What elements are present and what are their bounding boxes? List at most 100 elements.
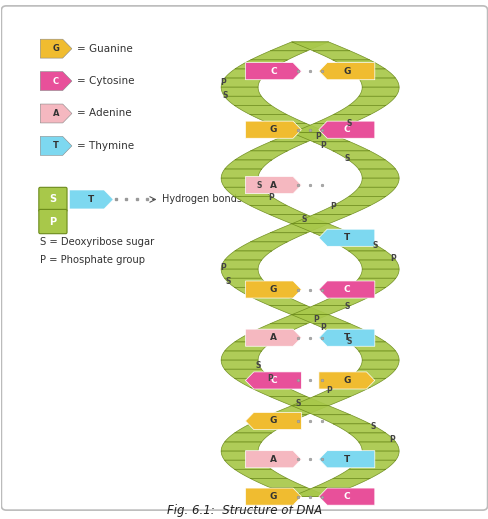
Text: T: T <box>343 333 349 342</box>
Text: S: S <box>346 337 351 346</box>
Polygon shape <box>291 124 350 133</box>
Text: G: G <box>269 416 277 426</box>
Polygon shape <box>348 342 395 351</box>
Text: P: P <box>320 141 325 150</box>
Polygon shape <box>291 224 349 233</box>
Text: S: S <box>256 181 261 190</box>
Text: G: G <box>269 125 277 134</box>
Text: S: S <box>295 399 301 408</box>
Polygon shape <box>224 369 271 378</box>
Text: = Thymine: = Thymine <box>77 141 134 151</box>
Polygon shape <box>245 450 301 468</box>
Text: S: S <box>344 302 349 311</box>
Polygon shape <box>269 306 328 315</box>
Polygon shape <box>221 360 261 369</box>
Polygon shape <box>348 187 395 196</box>
Polygon shape <box>332 333 385 342</box>
Text: S = Deoxyribose sugar: S = Deoxyribose sugar <box>40 237 154 247</box>
Polygon shape <box>313 324 369 333</box>
Polygon shape <box>234 105 286 115</box>
Polygon shape <box>318 488 374 505</box>
Polygon shape <box>312 142 369 151</box>
Text: A: A <box>269 455 276 464</box>
Polygon shape <box>358 269 398 278</box>
Polygon shape <box>313 387 369 397</box>
Polygon shape <box>332 424 385 433</box>
Polygon shape <box>250 415 306 424</box>
Polygon shape <box>332 242 385 251</box>
Text: G: G <box>269 285 277 294</box>
Polygon shape <box>269 214 327 224</box>
Polygon shape <box>245 176 301 194</box>
Polygon shape <box>291 487 350 497</box>
Polygon shape <box>250 479 306 487</box>
Polygon shape <box>291 315 349 324</box>
Polygon shape <box>269 315 328 324</box>
Polygon shape <box>358 169 398 178</box>
Polygon shape <box>221 87 261 96</box>
Polygon shape <box>269 487 328 497</box>
Text: P: P <box>388 435 394 444</box>
Text: S: S <box>372 241 377 250</box>
Polygon shape <box>358 78 398 87</box>
Polygon shape <box>358 178 398 187</box>
Polygon shape <box>358 87 398 96</box>
Polygon shape <box>234 469 286 479</box>
Polygon shape <box>224 187 271 196</box>
Polygon shape <box>224 342 271 351</box>
FancyBboxPatch shape <box>39 209 67 234</box>
Text: = Cytosine: = Cytosine <box>77 76 134 86</box>
Polygon shape <box>347 69 395 78</box>
Text: P: P <box>315 132 321 141</box>
Polygon shape <box>333 288 385 296</box>
Polygon shape <box>249 296 306 306</box>
Text: P: P <box>268 193 274 202</box>
Polygon shape <box>270 224 328 233</box>
Text: Hydrogen bonds: Hydrogen bonds <box>162 195 242 204</box>
Text: P: P <box>267 374 272 383</box>
Polygon shape <box>291 406 349 415</box>
Text: S: S <box>369 421 375 431</box>
Text: G: G <box>343 376 350 385</box>
Polygon shape <box>348 460 395 469</box>
Polygon shape <box>224 460 271 469</box>
Text: P = Phosphate group: P = Phosphate group <box>40 255 145 265</box>
Polygon shape <box>291 214 350 224</box>
Polygon shape <box>224 278 271 288</box>
Polygon shape <box>234 288 286 296</box>
Text: P: P <box>49 216 57 226</box>
Text: = Adenine: = Adenine <box>77 108 131 118</box>
Polygon shape <box>358 451 398 460</box>
Polygon shape <box>249 387 306 397</box>
Polygon shape <box>224 96 271 105</box>
Polygon shape <box>250 233 306 242</box>
Text: C: C <box>53 77 59 86</box>
Polygon shape <box>332 151 385 160</box>
Polygon shape <box>221 169 261 178</box>
Polygon shape <box>318 450 374 468</box>
Polygon shape <box>313 115 370 124</box>
Polygon shape <box>249 206 306 214</box>
FancyBboxPatch shape <box>1 6 487 510</box>
Text: G: G <box>52 44 59 53</box>
Polygon shape <box>245 121 301 138</box>
Text: C: C <box>269 376 276 385</box>
Text: C: C <box>343 492 349 501</box>
Polygon shape <box>313 415 369 424</box>
Text: P: P <box>329 202 335 211</box>
Polygon shape <box>234 333 287 342</box>
Polygon shape <box>312 51 369 60</box>
Polygon shape <box>348 278 395 288</box>
Polygon shape <box>312 233 369 242</box>
Text: G: G <box>269 492 277 501</box>
Text: P: P <box>389 254 395 263</box>
Polygon shape <box>234 378 286 387</box>
Polygon shape <box>250 142 306 151</box>
Polygon shape <box>221 260 261 269</box>
Polygon shape <box>318 329 374 346</box>
Polygon shape <box>358 360 398 369</box>
Text: P: P <box>220 78 226 87</box>
Polygon shape <box>69 190 113 209</box>
Text: S: S <box>222 91 227 100</box>
Polygon shape <box>234 151 287 160</box>
